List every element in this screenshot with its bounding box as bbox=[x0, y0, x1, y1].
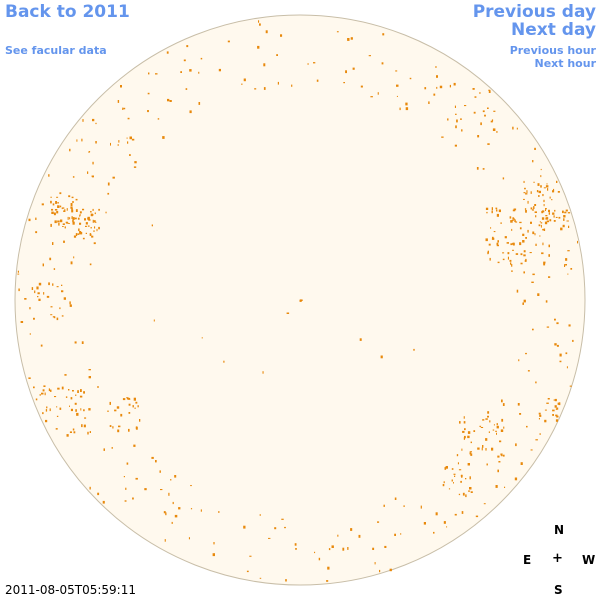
next-day-link[interactable]: Next day bbox=[511, 20, 596, 40]
previous-hour-link[interactable]: Previous hour bbox=[509, 44, 596, 57]
next-hour-link[interactable]: Next hour bbox=[534, 57, 597, 70]
previous-day-link[interactable]: Previous day bbox=[472, 2, 596, 22]
compass-west: W bbox=[582, 553, 596, 567]
compass-north: N bbox=[554, 523, 565, 537]
see-facular-data-link[interactable]: See facular data bbox=[5, 44, 107, 57]
compass-center-icon: + bbox=[552, 551, 563, 566]
facular-points bbox=[17, 20, 578, 582]
compass-east: E bbox=[523, 553, 532, 567]
observation-timestamp: 2011-08-05T05:59:11 bbox=[5, 583, 136, 597]
back-to-year-link[interactable]: Back to 2011 bbox=[5, 2, 130, 22]
compass-south: S bbox=[554, 583, 563, 597]
